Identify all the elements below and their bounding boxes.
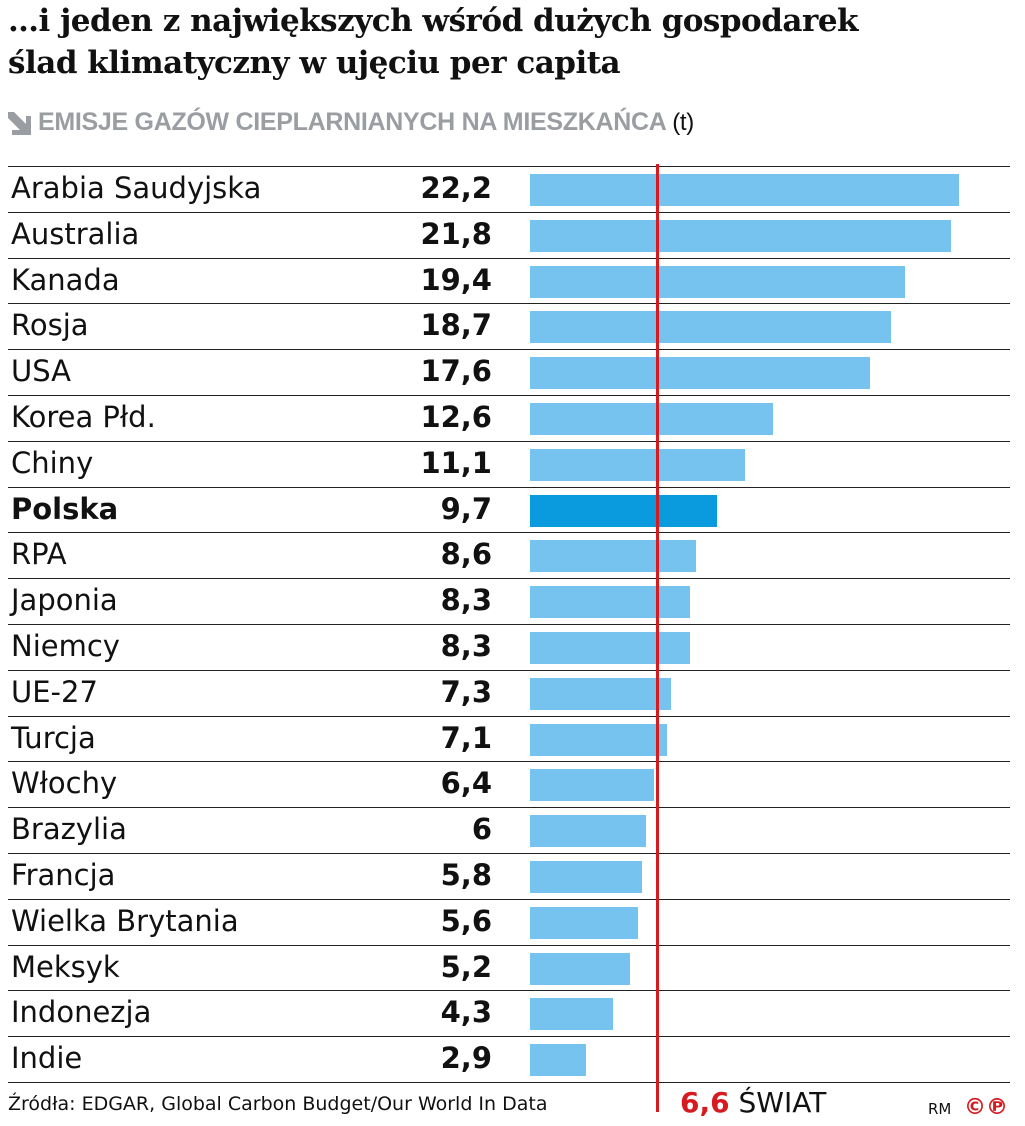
world-reference-label: 6,6 ŚWIAT: [680, 1086, 826, 1119]
value-label: 5,2: [440, 949, 492, 984]
bar-row: Wielka Brytania 5,6: [8, 898, 1010, 945]
category-label: Chiny: [11, 445, 94, 480]
value-label: 11,1: [420, 445, 492, 480]
unit-label: (t): [672, 109, 694, 136]
value-label: 6,4: [440, 766, 492, 801]
bar-row: Kanada 19,4: [8, 257, 1010, 304]
bar-row: RPA 8,6: [8, 532, 1010, 578]
subtitle-text: EMISJE GAZÓW CIEPLARNIANYCH NA MIESZKAŃC…: [38, 108, 666, 136]
category-label: Indie: [11, 1041, 83, 1076]
chart-subtitle: EMISJE GAZÓW CIEPLARNIANYCH NA MIESZKAŃC…: [6, 108, 694, 137]
author-credit: RM: [928, 1100, 952, 1118]
value-label: 12,6: [420, 399, 492, 434]
bar: [530, 311, 892, 344]
bar: [530, 769, 654, 802]
bar-row: Rosja 18,7: [8, 303, 1010, 349]
category-label: USA: [11, 354, 72, 389]
category-label: Korea Płd.: [11, 399, 156, 434]
bar-row: Włochy 6,4: [8, 761, 1010, 807]
bar: [530, 586, 691, 619]
category-label: Niemcy: [11, 628, 120, 663]
title-line-2: ślad klimatyczny w ujęciu per capita: [8, 45, 621, 81]
value-label: 6: [471, 812, 492, 847]
value-label: 21,8: [420, 216, 492, 251]
value-label: 22,2: [420, 171, 492, 205]
bar-row: UE-27 7,3: [8, 669, 1010, 716]
bar-row: Chiny 11,1: [8, 440, 1010, 487]
value-label: 7,3: [440, 674, 492, 709]
value-label: 17,6: [420, 354, 492, 389]
bar: [530, 357, 871, 390]
bar: [530, 998, 614, 1031]
bar: [530, 906, 639, 939]
bar-row: Indie 2,9: [8, 1036, 1010, 1082]
bar-row: Australia 21,8: [8, 211, 1010, 258]
category-label: UE-27: [11, 674, 98, 709]
category-label: Australia: [11, 216, 140, 251]
category-label: RPA: [11, 537, 67, 572]
bar-row: Francja 5,8: [8, 852, 1010, 899]
category-label: Meksyk: [11, 949, 120, 984]
category-label: Rosja: [11, 308, 89, 343]
copyright-logo: ©℗: [964, 1095, 1008, 1120]
bar-row: Niemcy 8,3: [8, 623, 1010, 670]
bar: [530, 448, 745, 481]
arrow-down-right-icon: [8, 112, 31, 136]
bar: [530, 265, 905, 298]
category-label: Indonezja: [11, 995, 152, 1030]
bar-row: Indonezja 4,3: [8, 990, 1010, 1036]
title-line-1: …i jeden z największych wśród dużych gos…: [8, 3, 859, 39]
value-label: 8,3: [440, 628, 492, 663]
bar: [530, 860, 643, 893]
bar-row: USA 17,6: [8, 349, 1010, 395]
category-label: Japonia: [11, 583, 118, 618]
bar-row: Turcja 7,1: [8, 715, 1010, 762]
bar: [530, 540, 697, 573]
bar-rows: Arabia Saudyjska 22,2 Australia 21,8 Kanada 1…: [8, 166, 1010, 1082]
value-label: 4,3: [440, 995, 492, 1030]
bar: [530, 1044, 587, 1077]
bar-row: Brazylia 6: [8, 807, 1010, 853]
bar: [530, 631, 691, 664]
bar: [530, 952, 631, 985]
bar-row: Meksyk 5,2: [8, 944, 1010, 991]
bar: [530, 174, 959, 206]
category-label: Francja: [11, 857, 116, 892]
category-label: Turcja: [11, 720, 96, 755]
bar: [530, 219, 952, 252]
world-reference-line: [656, 164, 660, 1112]
value-label: 8,3: [440, 583, 492, 618]
world-label: ŚWIAT: [738, 1086, 827, 1119]
category-label: Włochy: [11, 766, 118, 801]
value-label: 5,6: [440, 903, 492, 938]
value-label: 5,8: [440, 857, 492, 892]
value-label: 7,1: [440, 720, 492, 755]
value-label: 8,6: [440, 537, 492, 572]
value-label: 9,7: [440, 491, 492, 526]
chart-title: …i jeden z największych wśród dużych gos…: [8, 0, 859, 84]
category-label: Wielka Brytania: [11, 903, 239, 938]
category-label: Kanada: [11, 262, 120, 297]
bar: [530, 723, 668, 756]
bar: [530, 402, 774, 435]
category-label: Arabia Saudyjska: [11, 171, 262, 205]
category-label: Polska: [11, 491, 119, 526]
bar-row: Polska 9,7: [8, 486, 1010, 533]
world-value: 6,6: [680, 1086, 730, 1119]
bar: [530, 494, 718, 527]
value-label: 19,4: [420, 262, 492, 297]
value-label: 18,7: [420, 308, 492, 343]
bar: [530, 815, 646, 848]
bar-row: Arabia Saudyjska 22,2: [8, 166, 1010, 212]
bar: [530, 677, 672, 710]
bar-row: Japonia 8,3: [8, 578, 1010, 624]
value-label: 2,9: [440, 1041, 492, 1076]
source-note: Źródła: EDGAR, Global Carbon Budget/Our …: [8, 1093, 548, 1115]
bar-row: Korea Płd. 12,6: [8, 394, 1010, 441]
category-label: Brazylia: [11, 812, 127, 847]
divider: [8, 1082, 1010, 1083]
